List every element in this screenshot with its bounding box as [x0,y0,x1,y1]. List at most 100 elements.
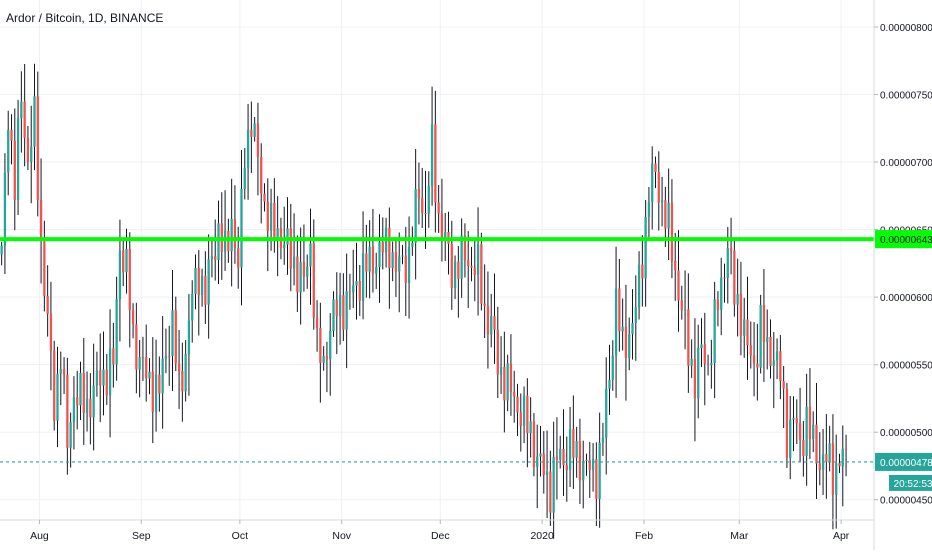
candle-down [302,261,306,277]
candle-up [611,355,614,380]
candle-down [483,303,486,306]
candle-up [125,248,128,273]
candle-up [453,261,457,288]
candle-up [0,245,3,255]
x-tick-label: Dec [431,530,450,542]
candle-up [148,371,151,379]
candle-up [628,334,631,358]
candle-down [519,412,522,426]
candle-up [378,242,381,268]
candle-up [598,442,601,499]
candle-down [39,200,43,241]
candle-up [775,351,779,361]
candle-up [299,261,302,293]
candle-up [286,228,289,245]
candle-up [835,463,838,495]
candle-up [736,293,739,305]
candle-down [23,101,26,138]
candle-up [276,228,279,239]
candle-down [204,275,207,305]
y-tick-label: 0.00000800 [880,23,932,34]
candle-down [325,355,329,360]
candle-up [414,189,417,243]
candle-up [240,188,243,268]
candle-up [631,323,634,335]
candle-up [118,250,122,300]
candle-down [818,463,821,470]
candle-up [33,96,36,147]
candle-up [710,363,713,366]
candle-up [368,246,371,272]
x-tick-label: Sep [132,530,151,542]
candle-up [375,267,378,274]
candle-down [825,453,828,462]
candle-down [703,344,706,364]
candle-down [388,227,391,269]
candle-down [66,374,69,448]
candle-down [467,260,470,266]
candle-down [657,172,660,203]
candle-up [102,369,105,386]
candle-down [263,193,266,202]
candle-down [470,265,473,268]
candle-up [161,358,164,394]
candle-up [322,355,325,363]
candle-down [572,429,575,458]
candle-up [338,295,342,317]
candle-down [716,299,720,310]
candle-up [585,459,588,462]
candle-down [457,261,460,279]
candle-down [802,439,805,456]
candle-down [434,124,437,203]
candle-up [427,185,430,214]
candle-up [355,281,358,286]
candle-down [266,201,269,231]
candle-down [798,423,802,440]
candle-up [85,398,89,413]
candle-down [723,277,726,279]
candle-down [122,250,125,273]
candle-up [476,244,480,275]
candle-down [174,310,177,364]
candle-up [529,421,532,434]
candle-up [253,123,256,137]
candle-up [20,101,23,119]
candle-down [496,329,499,375]
y-tick-label: 0.00000500 [880,428,932,439]
x-tick-label: Mar [730,530,749,542]
candle-up [230,219,233,252]
candle-up [115,299,118,365]
candle-down [335,299,338,317]
candle-down [105,369,108,396]
candle-down [112,348,115,365]
candle-up [138,357,141,370]
candle-up [601,437,605,443]
candle-down [680,300,683,311]
candle-down [664,200,667,229]
price-levels [0,237,874,463]
candle-up [506,363,509,401]
candle-up [522,395,526,426]
candle-down [76,397,79,406]
candle-down [417,189,421,199]
candle-up [660,200,664,203]
candle-up [499,366,503,375]
candle-down [526,395,529,434]
candle-up [772,360,775,366]
candle-up [792,417,795,420]
candle-down [588,459,591,471]
candle-up [345,291,348,330]
candle-down [394,252,398,272]
candle-down [141,357,145,359]
candle-up [306,266,309,277]
candle-down [486,305,490,335]
candle-up [92,385,95,418]
candle-down [135,324,138,370]
candle-up [16,118,20,200]
countdown-label: 20:52:53 [894,479,932,490]
candle-down [49,313,53,351]
candle-down [831,443,835,495]
